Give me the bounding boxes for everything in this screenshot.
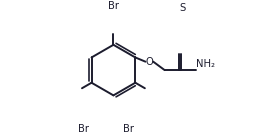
Text: Br: Br — [108, 1, 119, 11]
Text: Br: Br — [123, 124, 134, 134]
Text: NH₂: NH₂ — [196, 59, 215, 69]
Text: Br: Br — [78, 124, 89, 134]
Text: S: S — [180, 3, 186, 13]
Text: O: O — [145, 57, 153, 67]
